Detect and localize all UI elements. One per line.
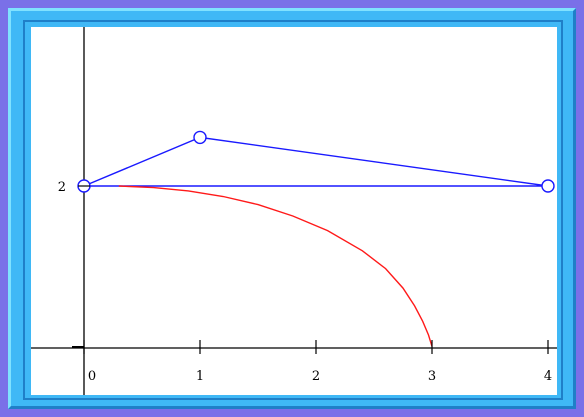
x-tick-label: 3	[428, 369, 436, 384]
x-tick-label: 1	[196, 369, 204, 384]
plot-background	[31, 27, 557, 395]
axes	[31, 27, 557, 395]
y-tick-label: 2	[58, 180, 66, 195]
chart-svg: 0 1 2 3 4 2	[31, 27, 557, 395]
x-tick-label: 0	[88, 369, 96, 384]
vertex-marker	[541, 179, 555, 193]
plot-area: 0 1 2 3 4 2	[31, 27, 557, 395]
red-curve	[118, 185, 433, 347]
tick-layer: 0 1 2 3 4 2	[58, 180, 552, 384]
x-tick-label: 2	[312, 369, 320, 384]
x-tick-label: 4	[544, 369, 552, 384]
polygon-line	[83, 136, 549, 187]
vertex-marker	[193, 130, 207, 145]
